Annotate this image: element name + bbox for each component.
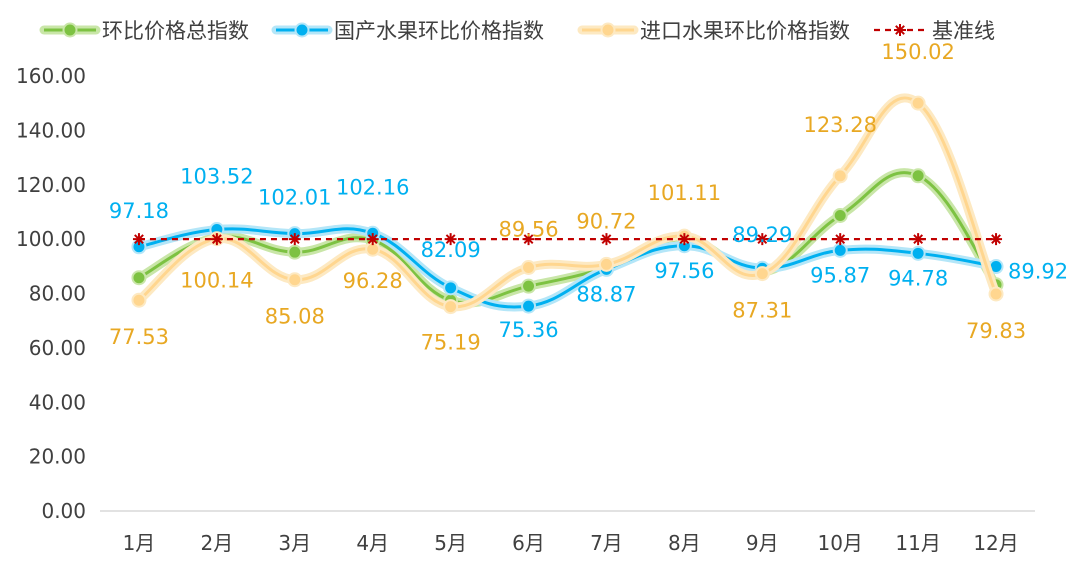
data-label: 87.31 [732,299,792,323]
data-point [287,272,303,288]
imported-data-labels: 77.53 100.14 85.08 96.28 75.19 89.56 90.72 101.… [109,40,1026,354]
data-label: 97.56 [654,259,714,283]
data-label: 89.56 [498,218,558,242]
x-tick-label: 4月 [356,531,389,555]
data-point [832,207,848,223]
asterisk-marker [678,233,691,246]
data-point [910,245,926,261]
data-label: 85.08 [265,305,325,329]
asterisk-marker [600,233,613,246]
data-point [521,278,537,294]
data-point [131,270,147,286]
y-axis: 0.00 20.00 40.00 60.00 80.00 100.00 120.00 140.… [16,64,86,523]
data-label: 90.72 [576,209,636,233]
series-基准线 [132,233,1003,246]
data-label: 102.01 [258,186,331,210]
data-label: 79.83 [966,319,1026,343]
data-point [131,292,147,308]
data-label: 75.36 [498,318,558,342]
series-进口水果环比价格指数 [131,93,1004,315]
data-label: 96.28 [343,269,403,293]
asterisk-marker [366,233,379,246]
x-tick-label: 12月 [973,531,1018,555]
asterisk-marker [210,233,223,246]
y-tick-label: 60.00 [29,336,86,360]
x-tick-label: 7月 [590,531,623,555]
asterisk-marker [756,233,769,246]
legend-item-环比价格总指数: 环比价格总指数 [39,19,249,43]
data-label: 94.78 [888,266,948,290]
asterisk-marker [288,233,301,246]
data-label: 123.28 [803,113,876,137]
x-axis: 1月 2月 3月 4月 5月 6月 7月 8月 9月 10月 11月 12月 [100,510,1035,555]
legend-item-基准线: 基准线 [874,19,995,43]
x-tick-label: 10月 [817,531,862,555]
data-label: 100.14 [180,269,253,293]
data-point [287,244,303,260]
legend-item-国产水果环比价格指数: 国产水果环比价格指数 [271,19,544,43]
legend-label: 国产水果环比价格指数 [334,19,544,43]
asterisk-marker [132,233,145,246]
legend-marker [62,22,78,38]
y-tick-label: 120.00 [16,173,86,197]
asterisk-marker [990,233,1003,246]
data-label: 101.11 [648,181,721,205]
y-tick-label: 100.00 [16,227,86,251]
data-label: 97.18 [109,199,169,223]
legend-marker [600,22,616,38]
x-tick-label: 1月 [123,531,156,555]
x-tick-label: 5月 [434,531,467,555]
asterisk-marker [444,233,457,246]
legend-label: 进口水果环比价格指数 [640,19,850,43]
legend: 环比价格总指数 国产水果环比价格指数 进口水果环比价格指数 基准线 [39,19,995,43]
y-tick-label: 40.00 [29,390,86,414]
y-tick-label: 80.00 [29,282,86,306]
y-tick-label: 0.00 [41,499,86,523]
x-tick-label: 3月 [278,531,311,555]
legend-label: 环比价格总指数 [102,19,249,43]
x-tick-label: 8月 [668,531,701,555]
data-label: 150.02 [881,40,954,64]
data-point [754,266,770,282]
data-label: 75.19 [421,331,481,355]
legend-label: 基准线 [932,19,995,43]
asterisk-marker [894,24,906,36]
data-point [521,260,537,276]
y-tick-label: 20.00 [29,445,86,469]
asterisk-marker [912,233,925,246]
series-layer [131,93,1004,315]
data-point [443,299,459,315]
data-point [988,286,1004,302]
asterisk-marker [522,233,535,246]
data-point [910,95,926,111]
data-label: 82.09 [421,238,481,262]
x-tick-label: 2月 [201,531,234,555]
data-point [521,298,537,314]
asterisk-marker [834,233,847,246]
data-point [832,242,848,258]
data-point [443,280,459,296]
data-label: 89.92 [1008,260,1068,284]
data-point [832,168,848,184]
x-tick-label: 9月 [746,531,779,555]
x-tick-label: 6月 [512,531,545,555]
data-label: 89.29 [732,223,792,247]
y-tick-label: 160.00 [16,64,86,88]
data-label: 88.87 [576,282,636,306]
data-label: 102.16 [336,175,409,199]
data-label: 77.53 [109,325,169,349]
data-point [910,168,926,184]
data-point [598,256,614,272]
y-tick-label: 140.00 [16,118,86,142]
legend-marker [294,22,310,38]
legend-item-进口水果环比价格指数: 进口水果环比价格指数 [577,19,850,43]
x-tick-label: 11月 [895,531,940,555]
data-label: 103.52 [180,165,253,189]
data-label: 95.87 [810,263,870,287]
